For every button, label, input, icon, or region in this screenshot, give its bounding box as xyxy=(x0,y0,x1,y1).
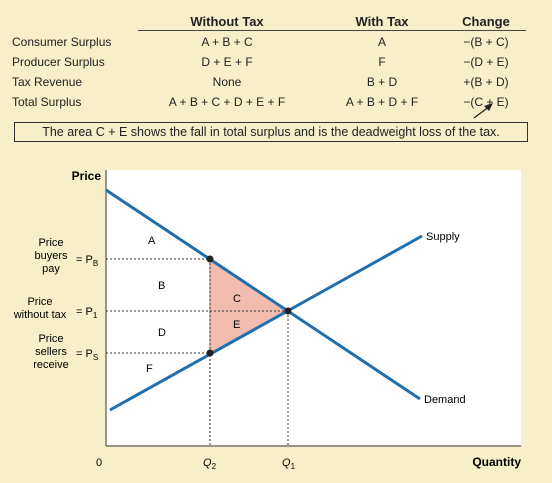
area-label-c: C xyxy=(233,293,241,305)
price-buyers-label: Price buyers pay = PB xyxy=(34,237,98,275)
row-label-tax-revenue: Tax Revenue xyxy=(12,75,83,89)
svg-text:without tax: without tax xyxy=(13,309,67,321)
x-axis-label: Quantity xyxy=(472,455,521,469)
svg-text:Price: Price xyxy=(38,333,63,345)
header-with-tax: With Tax xyxy=(355,14,409,29)
cell-consumer-change: −(B + C) xyxy=(463,35,509,49)
cell-tax-change: +(B + D) xyxy=(463,75,509,89)
cell-total-without: A + B + C + D + E + F xyxy=(168,95,286,109)
deadweight-loss-note: The area C + E shows the fall in total s… xyxy=(14,122,528,142)
cell-tax-without: None xyxy=(212,75,242,89)
header-without-tax: Without Tax xyxy=(190,14,264,29)
svg-text:Price: Price xyxy=(38,237,63,249)
cell-producer-with: F xyxy=(378,55,386,69)
svg-text:sellers: sellers xyxy=(35,346,67,358)
cell-producer-without: D + E + F xyxy=(201,55,253,69)
cell-total-with: A + B + D + F xyxy=(345,95,419,109)
demand-label: Demand xyxy=(424,394,466,406)
change-pointer-arrow xyxy=(473,103,493,119)
svg-text:= PS: = PS xyxy=(76,348,98,362)
price-sellers-label: Price sellers receive = PS xyxy=(33,333,98,371)
point-equilibrium xyxy=(284,307,292,315)
row-label-consumer-surplus: Consumer Surplus xyxy=(12,35,112,49)
cell-producer-change: −(D + E) xyxy=(463,55,509,69)
point-buyers-price xyxy=(206,255,214,263)
svg-text:receive: receive xyxy=(33,359,68,371)
row-label-total-surplus: Total Surplus xyxy=(12,95,82,109)
area-label-e: E xyxy=(233,319,240,331)
area-label-f: F xyxy=(146,363,153,375)
point-sellers-price xyxy=(206,349,214,357)
q1-label: Q1 xyxy=(282,457,296,471)
area-label-b: B xyxy=(158,280,165,292)
deadweight-loss-area xyxy=(210,259,288,353)
row-label-producer-surplus: Producer Surplus xyxy=(12,55,105,69)
svg-text:= PB: = PB xyxy=(76,254,98,268)
cell-consumer-without: A + B + C xyxy=(201,35,253,49)
header-divider xyxy=(138,30,526,31)
area-label-d: D xyxy=(158,327,166,339)
svg-text:pay: pay xyxy=(42,263,60,275)
area-label-a: A xyxy=(148,235,156,247)
plot-area xyxy=(106,170,521,446)
header-change: Change xyxy=(462,14,510,29)
cell-consumer-with: A xyxy=(377,35,387,49)
supply-curve xyxy=(109,234,423,412)
y-axis-label: Price xyxy=(72,169,102,183)
cell-tax-with: B + D xyxy=(366,75,398,89)
cell-total-change: −(C + E) xyxy=(463,95,509,109)
origin-label: 0 xyxy=(96,457,102,469)
demand-curve xyxy=(105,188,421,401)
q2-label: Q2 xyxy=(203,457,217,471)
price-without-tax-label: Price without tax = P1 xyxy=(13,296,98,321)
svg-text:Price: Price xyxy=(27,296,52,308)
svg-text:= P1: = P1 xyxy=(76,306,98,320)
svg-text:buyers: buyers xyxy=(34,250,68,262)
supply-label: Supply xyxy=(426,231,460,243)
